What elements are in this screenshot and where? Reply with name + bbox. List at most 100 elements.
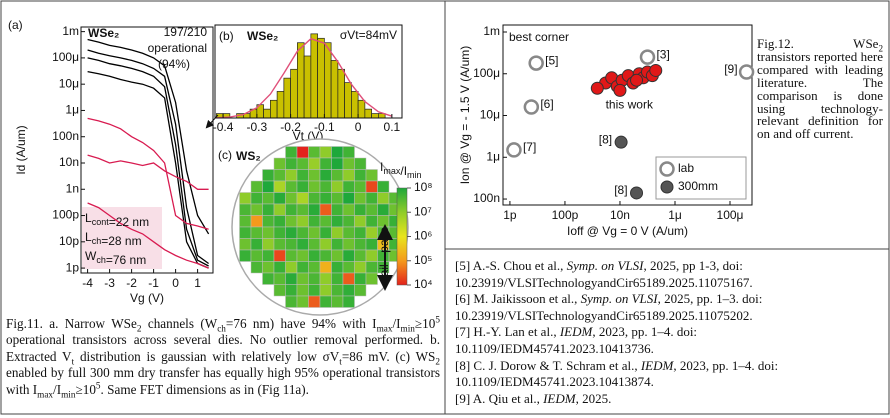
die bbox=[296, 238, 309, 251]
point bbox=[639, 49, 656, 65]
point bbox=[649, 63, 663, 77]
point bbox=[630, 73, 644, 87]
die bbox=[262, 215, 275, 228]
curve bbox=[87, 117, 209, 230]
die bbox=[342, 284, 355, 297]
die bbox=[331, 180, 344, 193]
text-run: enabled by full 300 mm dry transfer has … bbox=[6, 365, 440, 397]
dimension-label: Lch=28 nm bbox=[85, 230, 142, 248]
series-label: this work bbox=[606, 98, 654, 112]
text-run: , 2025, pp. 1–3. doi: 10.23919/VLSITechn… bbox=[455, 291, 763, 323]
text-run: /I bbox=[400, 164, 407, 178]
y-tick-label: 1m bbox=[62, 24, 79, 38]
die bbox=[308, 215, 321, 228]
subscript: cont bbox=[92, 217, 110, 227]
text-run: [5] A.-S. Chou et al., bbox=[455, 258, 567, 273]
legend-marker bbox=[659, 161, 675, 177]
die bbox=[285, 238, 298, 251]
die bbox=[262, 192, 275, 205]
die bbox=[239, 249, 252, 262]
colorbar bbox=[396, 187, 408, 286]
x-tick-label: 1p bbox=[503, 208, 517, 222]
die bbox=[296, 180, 309, 193]
italic-text: IEDM bbox=[559, 324, 593, 340]
text-run: ≥10 bbox=[414, 316, 436, 331]
point bbox=[613, 83, 627, 97]
x-tick-label: 0.1 bbox=[384, 120, 401, 134]
die bbox=[331, 249, 344, 262]
x-tick-label: -0.2 bbox=[280, 120, 301, 134]
die bbox=[308, 203, 321, 216]
die bbox=[273, 238, 286, 251]
die bbox=[319, 226, 332, 239]
die bbox=[319, 295, 332, 308]
text-run: [6] M. Jaikissoon et al., bbox=[455, 291, 581, 307]
subscript: 2 bbox=[435, 356, 440, 367]
curve bbox=[87, 202, 209, 269]
die bbox=[296, 295, 309, 308]
die bbox=[273, 192, 286, 205]
die bbox=[354, 192, 367, 205]
die bbox=[308, 226, 321, 239]
die bbox=[331, 284, 344, 297]
die bbox=[365, 169, 378, 182]
die bbox=[365, 203, 378, 216]
die bbox=[262, 249, 275, 262]
annotation: best corner bbox=[509, 30, 569, 44]
text-run: distribution is gaussian with relatively… bbox=[74, 348, 340, 364]
y-tick-label: 10p bbox=[59, 234, 79, 248]
text-run: Fig.12. WSe bbox=[757, 36, 879, 51]
die bbox=[342, 295, 355, 308]
die bbox=[296, 192, 309, 205]
subscript: max bbox=[37, 389, 54, 400]
die bbox=[262, 180, 275, 193]
die bbox=[273, 203, 286, 216]
die bbox=[296, 157, 309, 170]
figure-caption: Fig.11. a. Narrow WSe2 channels (Wch=76 … bbox=[6, 315, 440, 400]
hist-bar bbox=[324, 42, 332, 119]
die bbox=[308, 146, 321, 159]
y-tick-label: 10n bbox=[59, 155, 79, 169]
die bbox=[308, 284, 321, 297]
text-run: , 2023, pp. 1–4. doi: 10.1109/IEDM45741.… bbox=[455, 324, 698, 356]
y-tick-label: 1n bbox=[66, 181, 79, 195]
dimension-label: Lcont=22 nm bbox=[85, 211, 149, 229]
die bbox=[331, 192, 344, 205]
colorbar-tick-label: 10⁵ bbox=[414, 253, 432, 267]
hist-bar bbox=[290, 68, 298, 119]
die bbox=[262, 226, 275, 239]
die bbox=[365, 192, 378, 205]
die bbox=[342, 226, 355, 239]
die bbox=[377, 215, 390, 228]
point-label: [9] bbox=[724, 62, 737, 76]
die bbox=[342, 249, 355, 262]
die bbox=[250, 238, 263, 251]
hist-bar bbox=[337, 68, 345, 119]
text-run: , 2023, pp. 1–4. doi: 10.1109/IEDM45741.… bbox=[455, 357, 779, 390]
subscript: 2 bbox=[136, 323, 142, 334]
hist-bar bbox=[263, 108, 271, 119]
die bbox=[308, 261, 321, 274]
die bbox=[331, 295, 344, 308]
die bbox=[285, 146, 298, 159]
die bbox=[262, 238, 275, 251]
point bbox=[590, 81, 604, 95]
fit-curve bbox=[216, 37, 393, 119]
subscript: 2 bbox=[878, 43, 883, 54]
x-tick-label: 1 bbox=[194, 276, 201, 290]
text-run: /I bbox=[53, 381, 62, 397]
die bbox=[239, 203, 252, 216]
die bbox=[354, 261, 367, 274]
hist-bar bbox=[297, 42, 305, 119]
colorbar-title: Imax/Imin bbox=[380, 160, 422, 180]
y-axis-label: Id (A/um) bbox=[14, 125, 28, 174]
die bbox=[250, 249, 263, 262]
reference: [7] H.-Y. Lan et al., IEDM, 2023, pp. 1–… bbox=[455, 324, 887, 357]
x-tick-label: 100p bbox=[552, 208, 579, 222]
y-tick-label: 10μ bbox=[59, 76, 79, 90]
dimension-label: Wch=76 nm bbox=[85, 249, 146, 267]
die bbox=[285, 272, 298, 285]
die bbox=[331, 169, 344, 182]
text-run: L bbox=[85, 211, 92, 225]
point bbox=[528, 55, 544, 71]
